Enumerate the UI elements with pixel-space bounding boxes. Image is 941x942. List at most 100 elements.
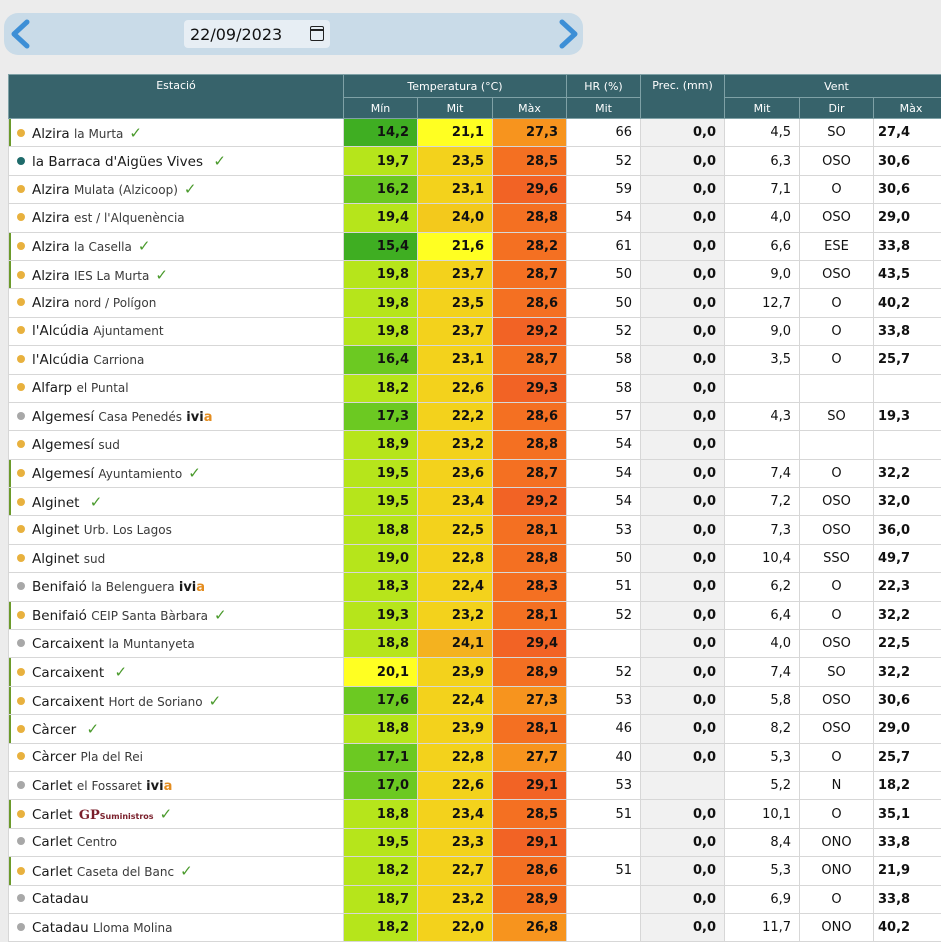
- station-city[interactable]: l'Alcúdia: [32, 323, 89, 339]
- station-cell[interactable]: Càrcer ✓: [9, 715, 344, 743]
- header-prec[interactable]: Prec. (mm): [641, 75, 725, 119]
- station-city[interactable]: Carcaixent: [32, 665, 104, 681]
- station-cell[interactable]: Carcaixent la Muntanyeta: [9, 630, 344, 658]
- next-day-arrow-icon[interactable]: [555, 19, 581, 49]
- station-location[interactable]: sud: [98, 438, 119, 452]
- station-city[interactable]: la Barraca d'Aigües Vives: [32, 154, 203, 170]
- station-city[interactable]: Alzira: [32, 295, 70, 311]
- station-cell[interactable]: Algemesí Ayuntamiento✓: [9, 459, 344, 487]
- station-location[interactable]: sud: [84, 552, 105, 566]
- station-cell[interactable]: Alzira est / l'Alquenència: [9, 204, 344, 232]
- station-city[interactable]: Alginet: [32, 495, 79, 511]
- header-temp-max[interactable]: Màx: [493, 98, 567, 119]
- station-cell[interactable]: l'Alcúdia Ajuntament: [9, 317, 344, 345]
- station-city[interactable]: Catadau: [32, 920, 89, 936]
- station-cell[interactable]: Carlet Caseta del Banc✓: [9, 857, 344, 885]
- station-city[interactable]: Càrcer: [32, 722, 76, 738]
- station-cell[interactable]: Alzira Mulata (Alzicoop)✓: [9, 175, 344, 203]
- station-location[interactable]: Ajuntament: [93, 324, 163, 338]
- header-wind-dir[interactable]: Dir: [800, 98, 874, 119]
- station-city[interactable]: Alzira: [32, 210, 70, 226]
- station-location[interactable]: Urb. Los Lagos: [84, 523, 172, 537]
- station-city[interactable]: Alfarp: [32, 380, 72, 396]
- station-city[interactable]: Alzira: [32, 268, 70, 284]
- station-location[interactable]: Lloma Molina: [93, 921, 173, 935]
- header-temp-min[interactable]: Mín: [344, 98, 418, 119]
- header-hr-mit[interactable]: Mit: [567, 98, 641, 119]
- station-location[interactable]: est / l'Alquenència: [74, 211, 185, 225]
- station-city[interactable]: Càrcer: [32, 749, 76, 765]
- station-cell[interactable]: Alzira la Murta✓: [9, 119, 344, 147]
- header-wind-max[interactable]: Màx: [874, 98, 941, 119]
- station-cell[interactable]: la Barraca d'Aigües Vives ✓: [9, 147, 344, 175]
- station-location[interactable]: Casa Penedés: [98, 410, 182, 424]
- station-location[interactable]: nord / Polígon: [74, 296, 156, 310]
- station-cell[interactable]: l'Alcúdia Carriona: [9, 346, 344, 374]
- station-location[interactable]: IES La Murta: [74, 269, 149, 283]
- station-city[interactable]: Algemesí: [32, 437, 94, 453]
- station-city[interactable]: Alzira: [32, 126, 70, 142]
- station-cell[interactable]: Alzira nord / Polígon: [9, 289, 344, 317]
- station-location[interactable]: Pla del Rei: [81, 750, 143, 764]
- station-city[interactable]: Benifaió: [32, 608, 87, 624]
- station-location[interactable]: la Murta: [74, 127, 123, 141]
- station-location[interactable]: Caseta del Banc: [77, 865, 174, 879]
- station-cell[interactable]: Alfarp el Puntal: [9, 374, 344, 402]
- station-city[interactable]: Carcaixent: [32, 694, 104, 710]
- header-temp-mit[interactable]: Mit: [418, 98, 493, 119]
- station-cell[interactable]: Carcaixent Hort de Soriano✓: [9, 686, 344, 714]
- station-city[interactable]: Alzira: [32, 182, 70, 198]
- station-cell[interactable]: Catadau Lloma Molina: [9, 913, 344, 941]
- station-cell[interactable]: Càrcer Pla del Rei: [9, 743, 344, 771]
- station-cell[interactable]: Carcaixent ✓: [9, 658, 344, 686]
- station-city[interactable]: Algemesí: [32, 466, 94, 482]
- station-cell[interactable]: Algemesí sud: [9, 431, 344, 459]
- previous-day-arrow-icon[interactable]: [8, 19, 34, 49]
- station-cell[interactable]: Alzira IES La Murta✓: [9, 260, 344, 288]
- station-location[interactable]: el Fossaret: [77, 779, 142, 793]
- station-cell[interactable]: Carlet el Fossaret ivia: [9, 771, 344, 799]
- station-cell[interactable]: Alzira la Casella✓: [9, 232, 344, 260]
- station-cell[interactable]: Alginet sud: [9, 544, 344, 572]
- station-city[interactable]: Carlet: [32, 864, 73, 880]
- station-cell[interactable]: Alginet Urb. Los Lagos: [9, 516, 344, 544]
- station-cell[interactable]: Carlet Centro: [9, 828, 344, 856]
- station-cell[interactable]: Catadau: [9, 885, 344, 913]
- station-city[interactable]: Algemesí: [32, 409, 94, 425]
- station-city[interactable]: Alzira: [32, 239, 70, 255]
- station-cell[interactable]: Algemesí Casa Penedés ivia: [9, 402, 344, 430]
- station-location[interactable]: Hort de Soriano: [108, 695, 202, 709]
- station-location[interactable]: Carriona: [93, 353, 144, 367]
- station-cell[interactable]: Benifaió CEIP Santa Bàrbara✓: [9, 601, 344, 629]
- calendar-icon[interactable]: [310, 26, 324, 41]
- station-city[interactable]: Alginet: [32, 522, 79, 538]
- station-city[interactable]: Carcaixent: [32, 636, 104, 652]
- station-location[interactable]: la Belenguera: [91, 580, 174, 594]
